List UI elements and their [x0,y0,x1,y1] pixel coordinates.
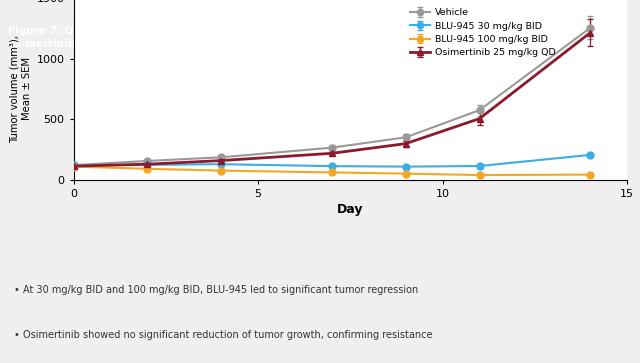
Text: • Osimertinib showed no significant reduction of tumor growth, confirming resist: • Osimertinib showed no significant redu… [14,330,433,340]
X-axis label: Day: Day [337,203,364,216]
Legend: Vehicle, BLU-945 30 mg/kg BID, BLU-945 100 mg/kg BID, Osimertinib 25 mg/kg QD: Vehicle, BLU-945 30 mg/kg BID, BLU-945 1… [408,7,557,59]
Text: Figure 7: Oral administration of BLU-945 showed significant tumor regression in : Figure 7: Oral administration of BLU-945… [8,26,500,49]
Text: • At 30 mg/kg BID and 100 mg/kg BID, BLU-945 led to significant tumor regression: • At 30 mg/kg BID and 100 mg/kg BID, BLU… [14,285,419,295]
Y-axis label: Tumor volume (mm³),
Mean ± SEM: Tumor volume (mm³), Mean ± SEM [9,35,33,143]
